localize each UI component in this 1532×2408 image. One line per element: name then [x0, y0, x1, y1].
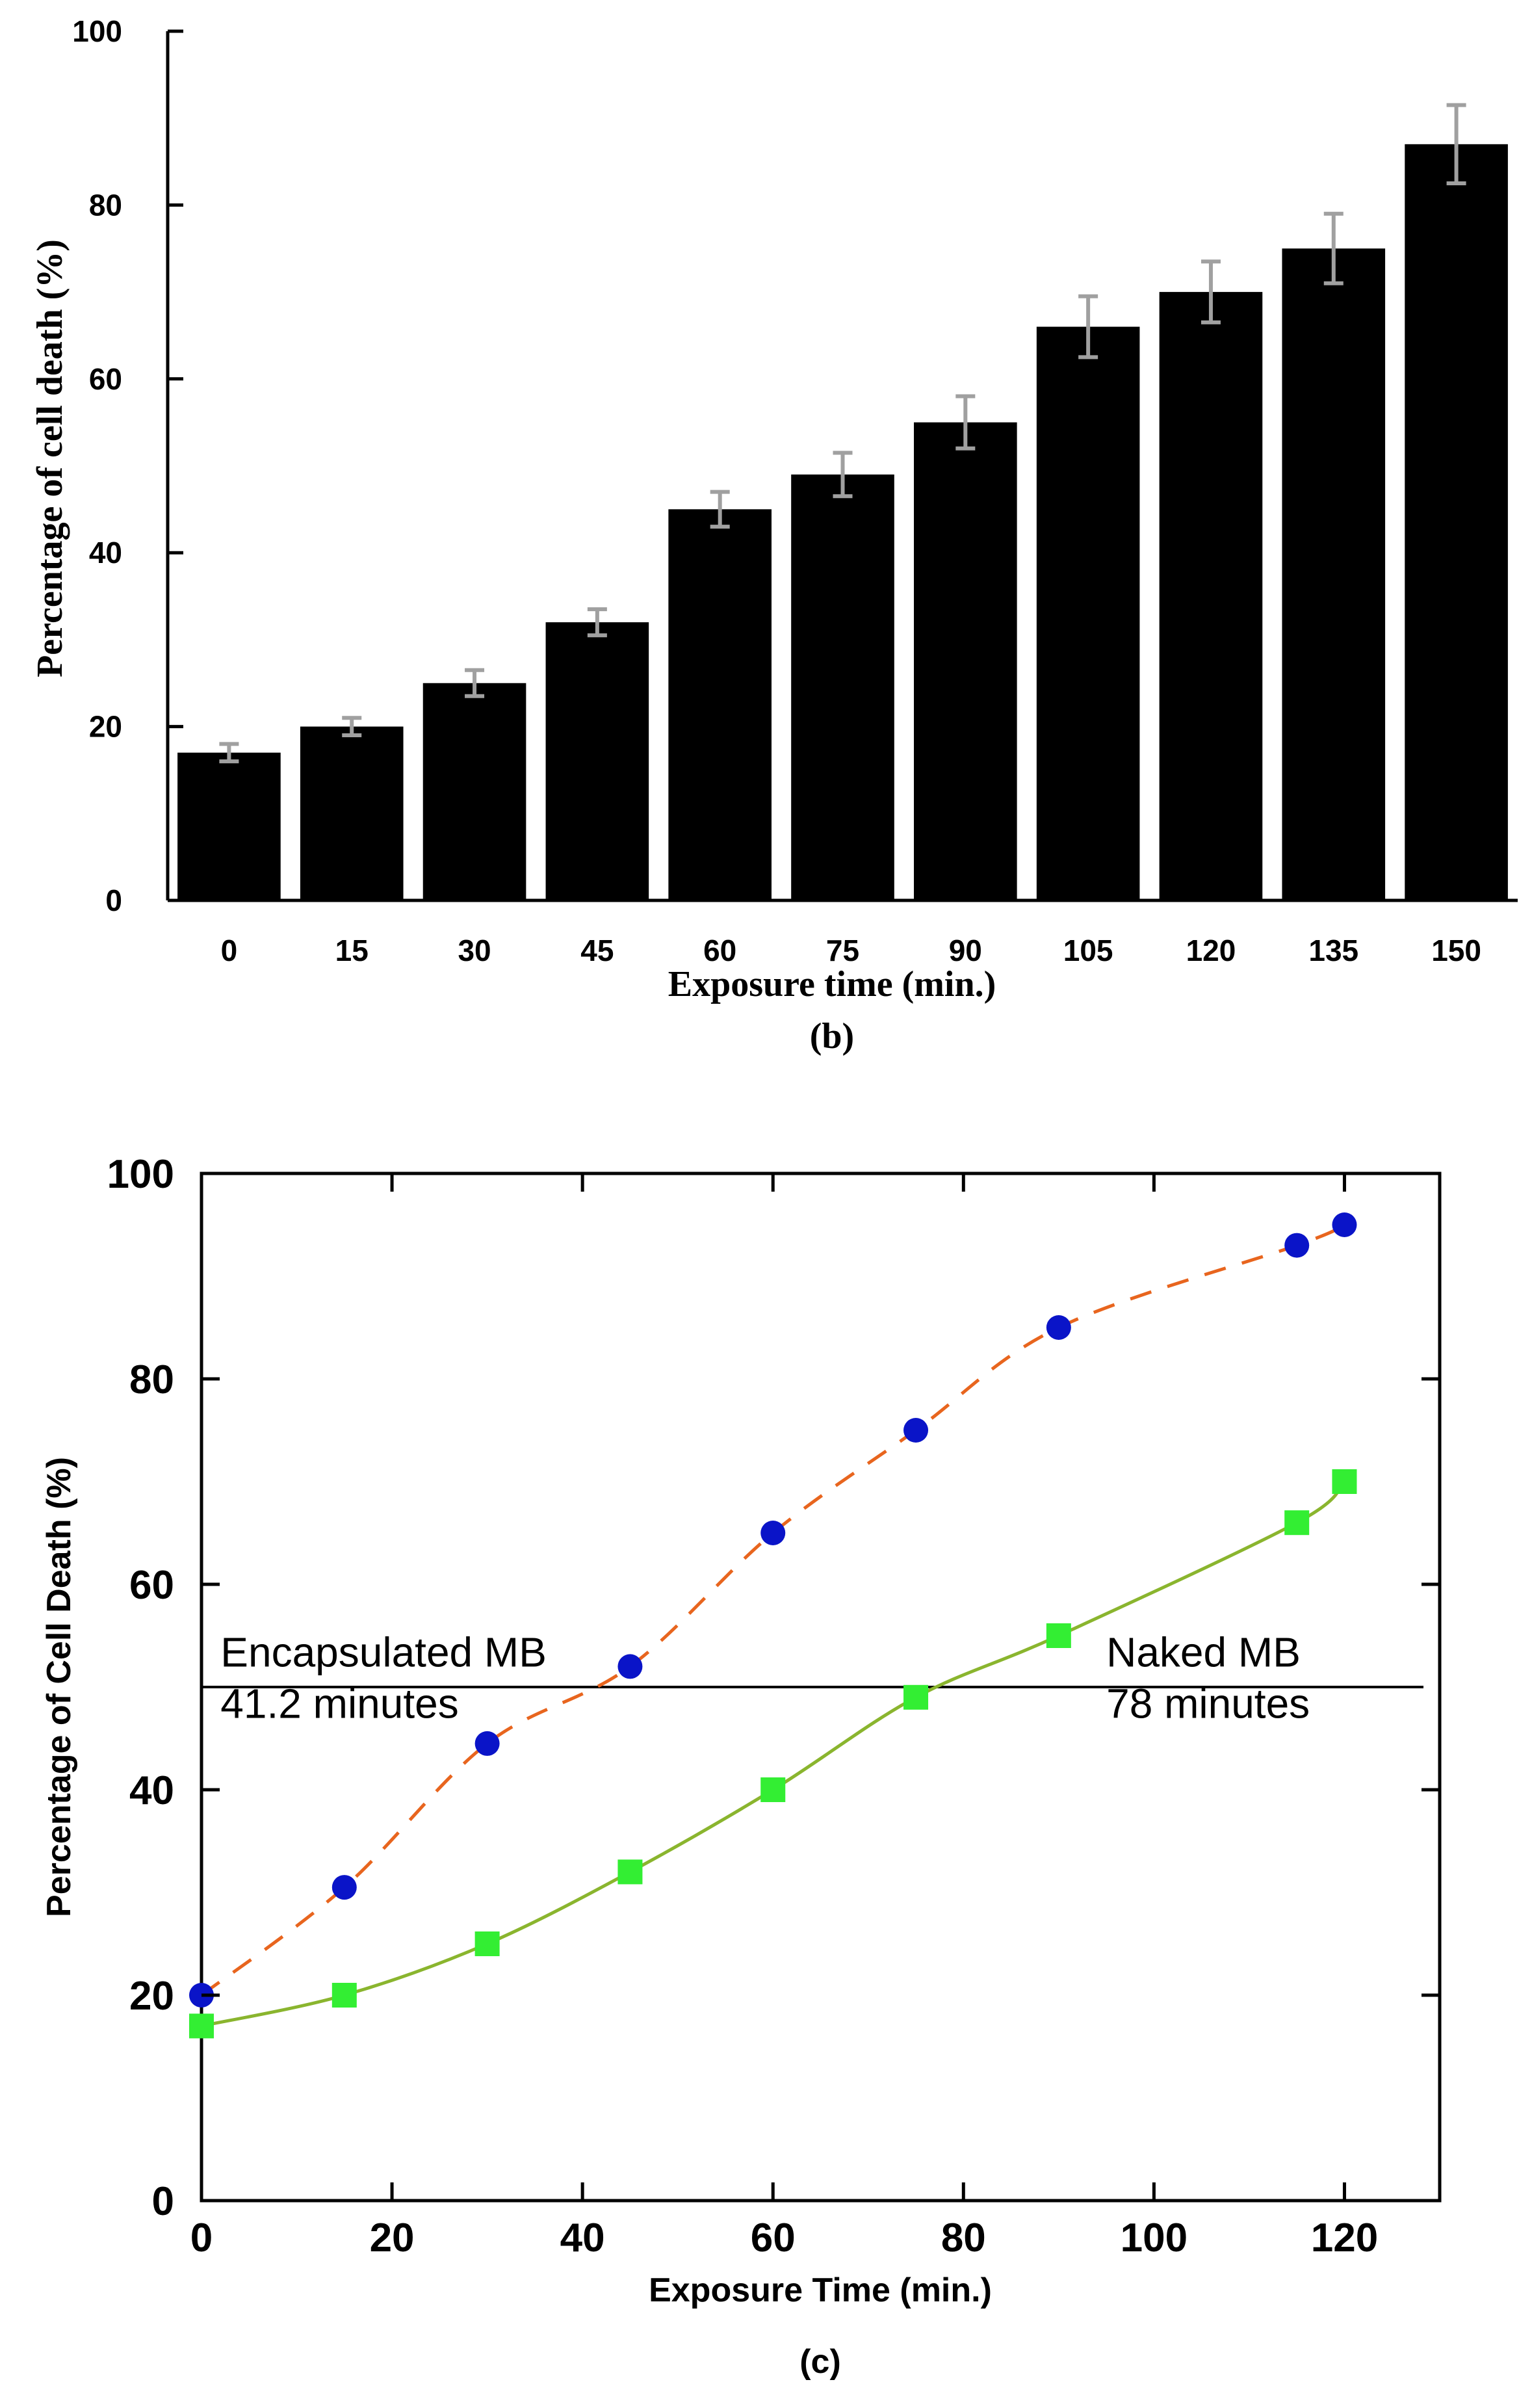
- x-tick-label: 60: [751, 2216, 796, 2260]
- y-tick-label: 80: [129, 1357, 174, 1402]
- data-point-circle: [1046, 1315, 1071, 1340]
- data-point-square: [1332, 1469, 1357, 1494]
- error-bar: [587, 607, 607, 638]
- y-tick-label: 100: [72, 14, 122, 48]
- x-axis-ticks: 0 15 30 45 60 75 90 105 120 135 150: [221, 934, 1481, 967]
- y-tick-label: 60: [129, 1563, 174, 1608]
- x-tick-label: 0: [221, 934, 238, 967]
- x-axis-ticks: 0 20 40 60 80 100 120: [190, 1173, 1378, 2260]
- data-point-circle: [331, 1875, 357, 1900]
- error-bar: [1323, 211, 1344, 285]
- data-point-square: [1284, 1510, 1310, 1536]
- bar: [1282, 248, 1386, 900]
- bar: [1405, 144, 1508, 900]
- data-point-square: [760, 1777, 786, 1802]
- bar: [668, 509, 772, 900]
- x-tick-label: 90: [949, 934, 982, 967]
- panel-label-c: (c): [799, 2343, 841, 2381]
- error-bar: [1446, 103, 1466, 185]
- y-tick-label: 20: [89, 710, 122, 744]
- series-line: [201, 1480, 1346, 2028]
- data-point-square: [903, 1684, 929, 1710]
- data-point-circle: [1332, 1212, 1357, 1237]
- y-tick-label: 40: [129, 1768, 174, 1813]
- bar-series: [177, 144, 1508, 901]
- y-tick-label: 60: [89, 362, 122, 396]
- x-axis-label: Exposure Time (min.): [649, 2271, 992, 2309]
- x-tick-label: 0: [190, 2216, 213, 2260]
- y-tick-label: 20: [129, 1974, 174, 2019]
- data-point-circle: [617, 1654, 643, 1679]
- annotations: Encapsulated MB 41.2 minutes Naked MB 78 mi…: [220, 1629, 1310, 1727]
- bar: [791, 474, 894, 900]
- error-bar: [342, 716, 362, 737]
- x-tick-label: 80: [941, 2216, 986, 2260]
- error-bar: [710, 490, 730, 529]
- x-tick-label: 100: [1121, 2216, 1188, 2260]
- y-tick-label: 80: [89, 188, 122, 222]
- data-point-square: [1046, 1623, 1071, 1648]
- error-bar: [955, 394, 976, 451]
- x-tick-label: 150: [1431, 934, 1481, 967]
- x-tick-label: 30: [458, 934, 491, 967]
- y-axis-ticks: 0 20 40 60 80 100: [72, 14, 183, 917]
- data-point-circle: [760, 1521, 786, 1545]
- bar: [1159, 292, 1263, 901]
- x-tick-label: 120: [1311, 2216, 1378, 2260]
- bar-chart-panel: 0 20 40 60 80 100 0 15 30 45 60 75 90 105 120 135 150 E…: [30, 14, 1518, 1056]
- annotation-text: Naked MB: [1106, 1629, 1301, 1675]
- data-point-circle: [474, 1731, 500, 1756]
- data-point-square: [474, 1931, 500, 1956]
- scatter-chart-panel: 0 20 40 60 80 100 0 20 40 60 80 100 120 Encapsulate…: [40, 1152, 1442, 2381]
- y-axis-label: Percentage of cell death (%): [30, 239, 70, 677]
- error-bar: [1078, 294, 1098, 360]
- data-point-square: [331, 1983, 357, 2008]
- error-bar: [219, 742, 239, 764]
- y-axis-label: Percentage of Cell Death (%): [40, 1457, 78, 1917]
- series-line: [200, 1223, 1345, 1996]
- data-markers: [189, 1212, 1357, 2039]
- bar: [914, 422, 1017, 900]
- x-tick-label: 75: [826, 934, 859, 967]
- data-point-square: [189, 2013, 214, 2039]
- annotation-text: 78 minutes: [1106, 1680, 1310, 1727]
- x-tick-label: 15: [335, 934, 369, 967]
- data-point-circle: [1284, 1233, 1310, 1258]
- data-point-circle: [903, 1418, 929, 1443]
- x-tick-label: 20: [370, 2216, 415, 2260]
- panel-label-b: (b): [810, 1016, 854, 1056]
- data-point-square: [617, 1859, 643, 1885]
- error-bar: [833, 451, 853, 499]
- error-bar: [465, 668, 485, 698]
- y-tick-label: 100: [107, 1152, 174, 1197]
- fit-lines: [200, 1223, 1346, 2028]
- y-tick-label: 0: [105, 883, 122, 917]
- bar: [300, 726, 404, 900]
- annotation-text: Encapsulated MB: [220, 1629, 547, 1675]
- x-tick-label: 135: [1308, 934, 1358, 967]
- bar: [545, 622, 649, 900]
- x-tick-label: 60: [703, 934, 736, 967]
- x-tick-label: 40: [560, 2216, 605, 2260]
- bar: [422, 683, 526, 900]
- x-tick-label: 45: [580, 934, 614, 967]
- x-axis-label: Exposure time (min.): [668, 964, 996, 1004]
- x-tick-label: 105: [1063, 934, 1113, 967]
- y-tick-label: 0: [152, 2179, 174, 2224]
- error-bar-series: [219, 103, 1466, 764]
- annotation-text: 41.2 minutes: [220, 1680, 458, 1727]
- y-tick-label: 40: [89, 536, 122, 569]
- y-axis-ticks: 0 20 40 60 80 100: [107, 1152, 1440, 2224]
- x-tick-label: 120: [1186, 934, 1236, 967]
- bar: [177, 752, 281, 900]
- bar: [1036, 326, 1140, 901]
- error-bar: [1201, 259, 1221, 324]
